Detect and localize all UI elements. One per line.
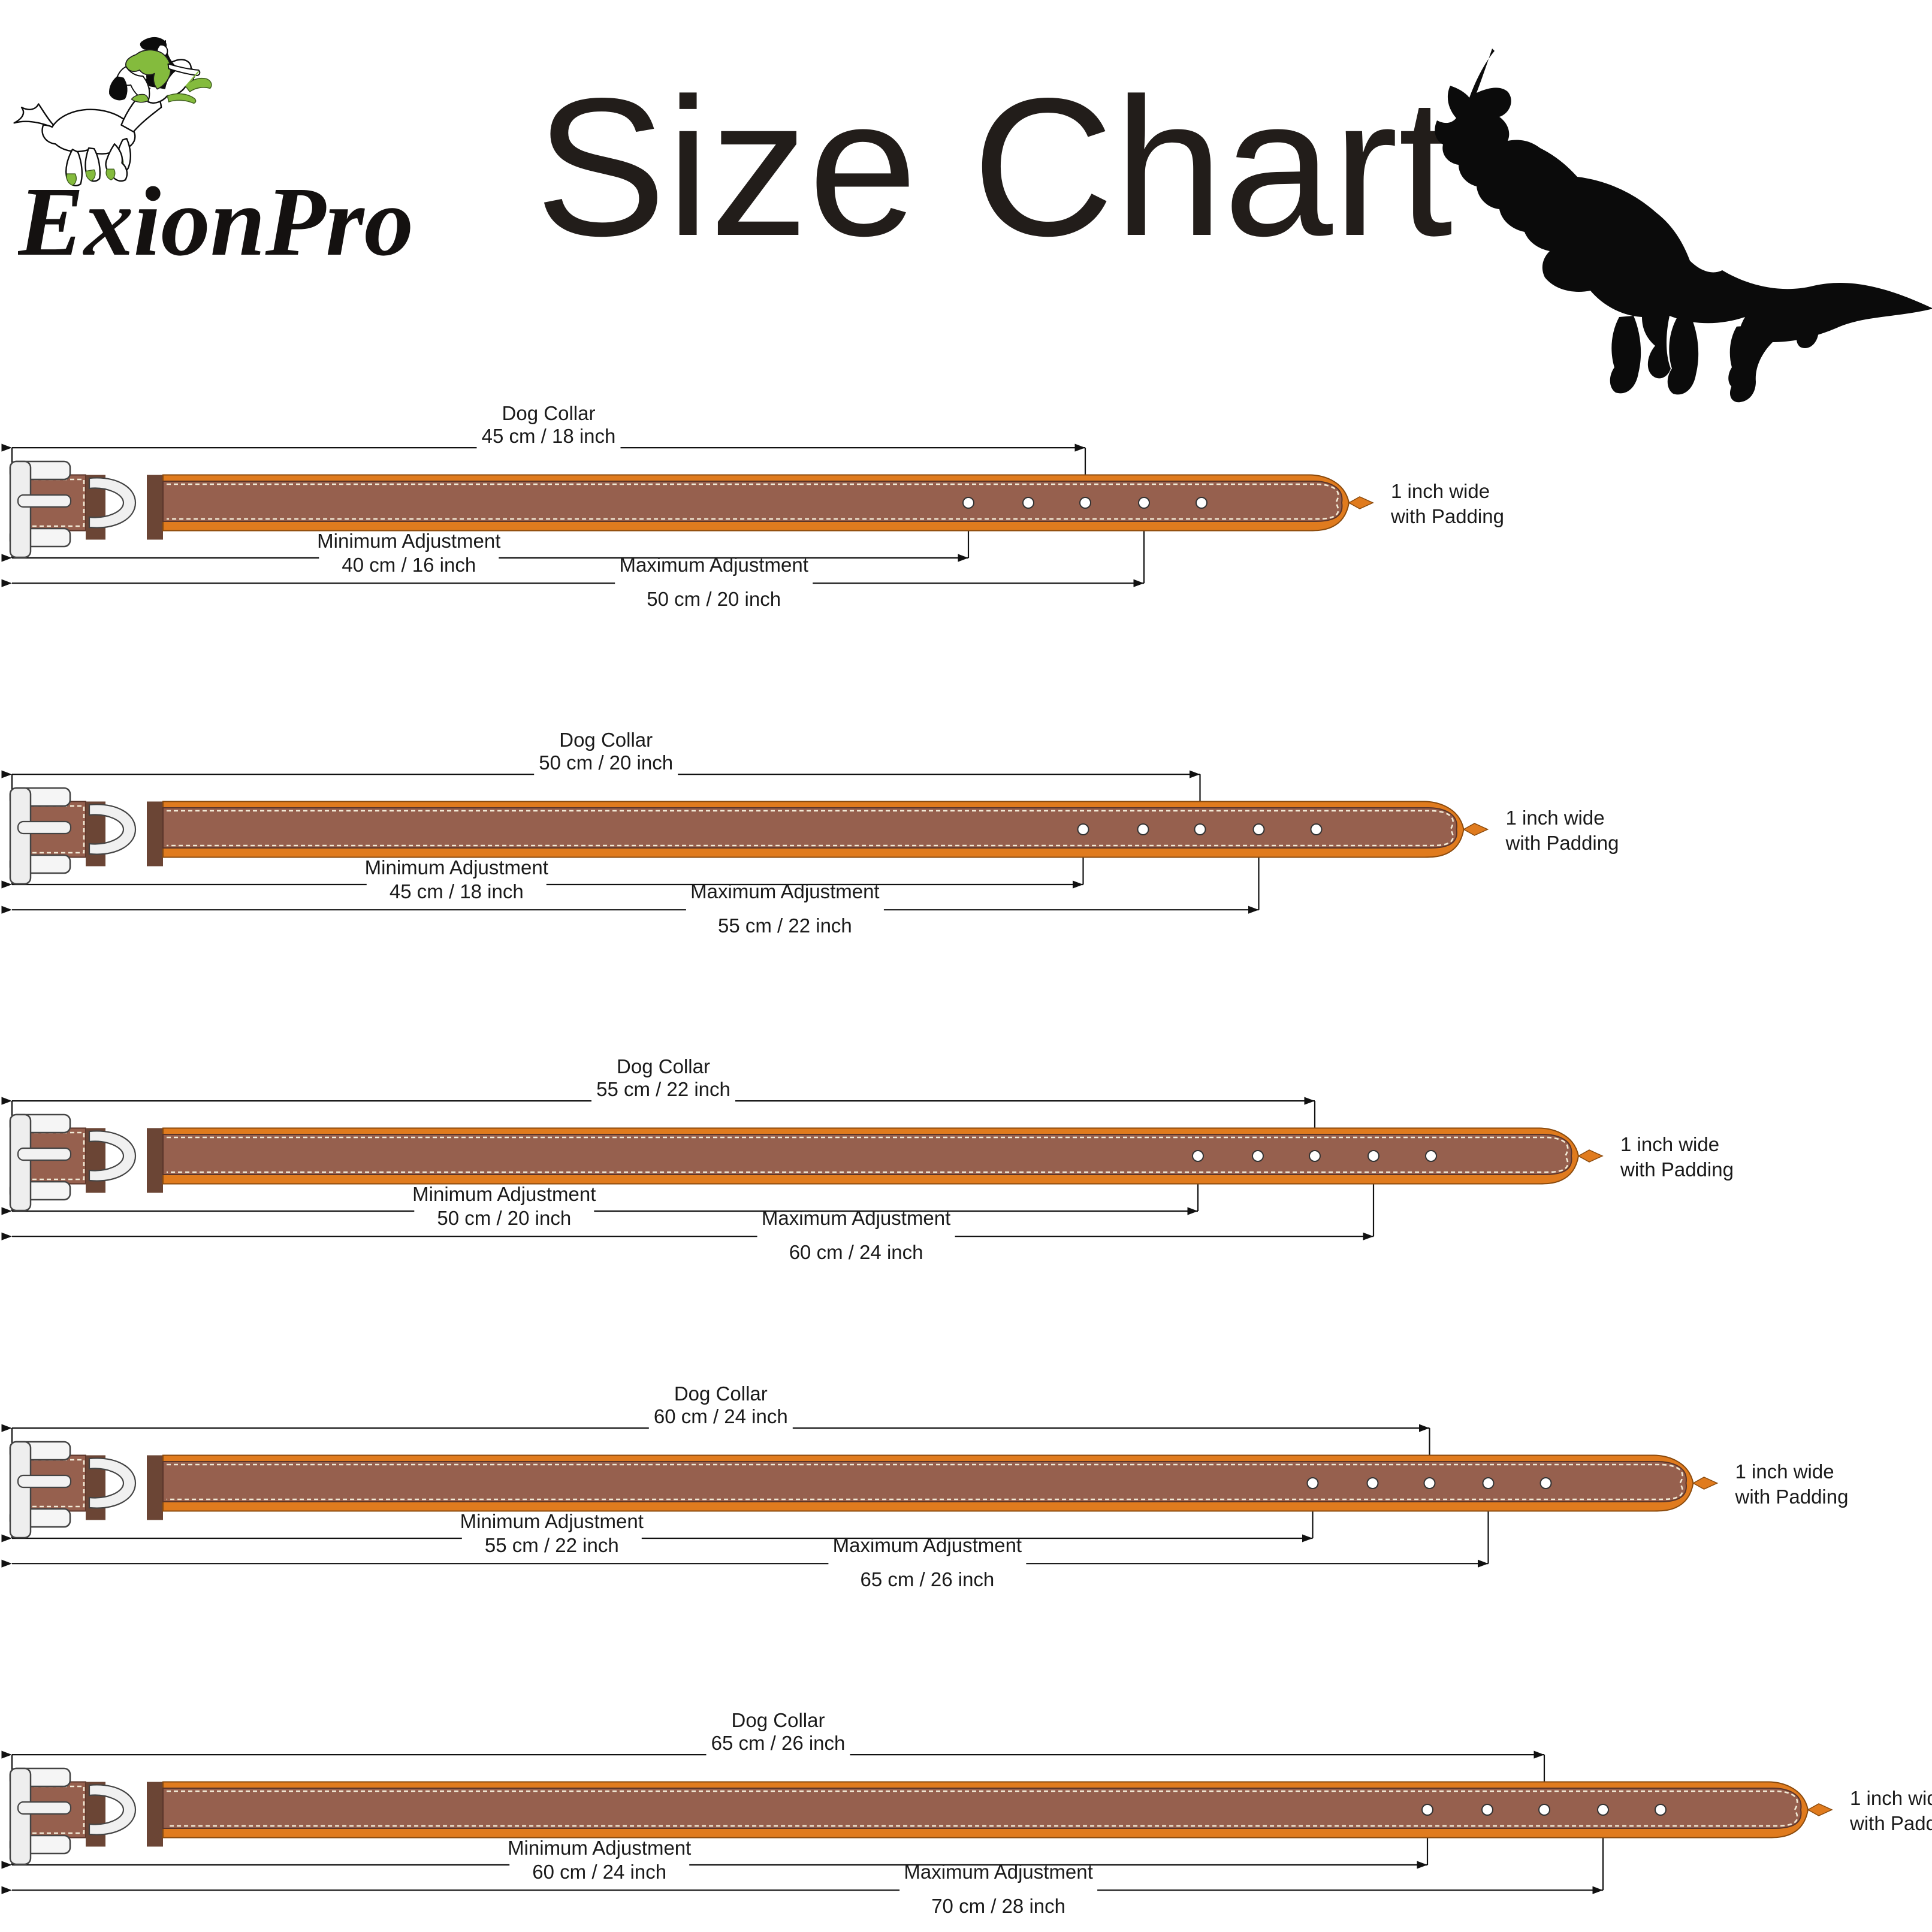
svg-text:60 cm / 24 inch: 60 cm / 24 inch (532, 1861, 666, 1883)
svg-text:50 cm / 20 inch: 50 cm / 20 inch (539, 751, 673, 774)
svg-text:60 cm / 24 inch: 60 cm / 24 inch (789, 1241, 923, 1263)
svg-text:with Padding: with Padding (1849, 1812, 1932, 1834)
svg-text:1 inch wide: 1 inch wide (1391, 480, 1490, 502)
svg-text:1 inch wide: 1 inch wide (1735, 1460, 1834, 1483)
svg-text:70 cm / 28 inch: 70 cm / 28 inch (931, 1895, 1065, 1917)
svg-text:with Padding: with Padding (1735, 1486, 1849, 1508)
svg-text:Maximum Adjustment: Maximum Adjustment (690, 880, 879, 902)
svg-text:Dog Collar: Dog Collar (732, 1709, 825, 1731)
svg-text:Maximum Adjustment: Maximum Adjustment (904, 1861, 1092, 1883)
svg-text:1 inch wide: 1 inch wide (1850, 1787, 1932, 1809)
svg-text:40 cm / 16 inch: 40 cm / 16 inch (342, 554, 476, 576)
svg-text:45 cm / 18 inch: 45 cm / 18 inch (390, 880, 524, 902)
svg-text:65 cm / 26 inch: 65 cm / 26 inch (711, 1732, 846, 1754)
svg-text:65 cm / 26 inch: 65 cm / 26 inch (861, 1568, 995, 1590)
svg-text:ExionPro: ExionPro (18, 167, 413, 276)
svg-text:with Padding: with Padding (1505, 832, 1619, 854)
svg-text:Minimum Adjustment: Minimum Adjustment (460, 1510, 644, 1532)
svg-text:50 cm / 20 inch: 50 cm / 20 inch (647, 588, 781, 610)
svg-text:Dog Collar: Dog Collar (674, 1382, 768, 1405)
svg-text:Dog Collar: Dog Collar (617, 1055, 710, 1077)
svg-text:Maximum Adjustment: Maximum Adjustment (762, 1207, 950, 1229)
svg-text:55 cm / 22 inch: 55 cm / 22 inch (596, 1078, 730, 1100)
svg-text:Maximum Adjustment: Maximum Adjustment (833, 1534, 1022, 1556)
svg-text:Minimum Adjustment: Minimum Adjustment (317, 530, 500, 552)
svg-text:50 cm / 20 inch: 50 cm / 20 inch (437, 1207, 571, 1229)
svg-text:Minimum Adjustment: Minimum Adjustment (412, 1183, 596, 1205)
svg-text:Minimum Adjustment: Minimum Adjustment (365, 856, 548, 879)
svg-text:Maximum Adjustment: Maximum Adjustment (619, 554, 808, 576)
svg-text:55 cm / 22 inch: 55 cm / 22 inch (718, 914, 852, 937)
svg-text:60 cm / 24 inch: 60 cm / 24 inch (654, 1405, 788, 1427)
svg-text:55 cm / 22 inch: 55 cm / 22 inch (485, 1534, 619, 1556)
svg-text:with Padding: with Padding (1390, 505, 1504, 527)
svg-text:Dog Collar: Dog Collar (502, 402, 596, 424)
svg-text:1 inch wide: 1 inch wide (1620, 1133, 1719, 1155)
svg-text:45 cm / 18 inch: 45 cm / 18 inch (482, 425, 616, 447)
svg-text:Dog Collar: Dog Collar (559, 729, 653, 751)
svg-text:with Padding: with Padding (1620, 1158, 1734, 1181)
svg-text:1 inch wide: 1 inch wide (1506, 807, 1605, 829)
svg-text:Minimum Adjustment: Minimum Adjustment (508, 1837, 691, 1859)
